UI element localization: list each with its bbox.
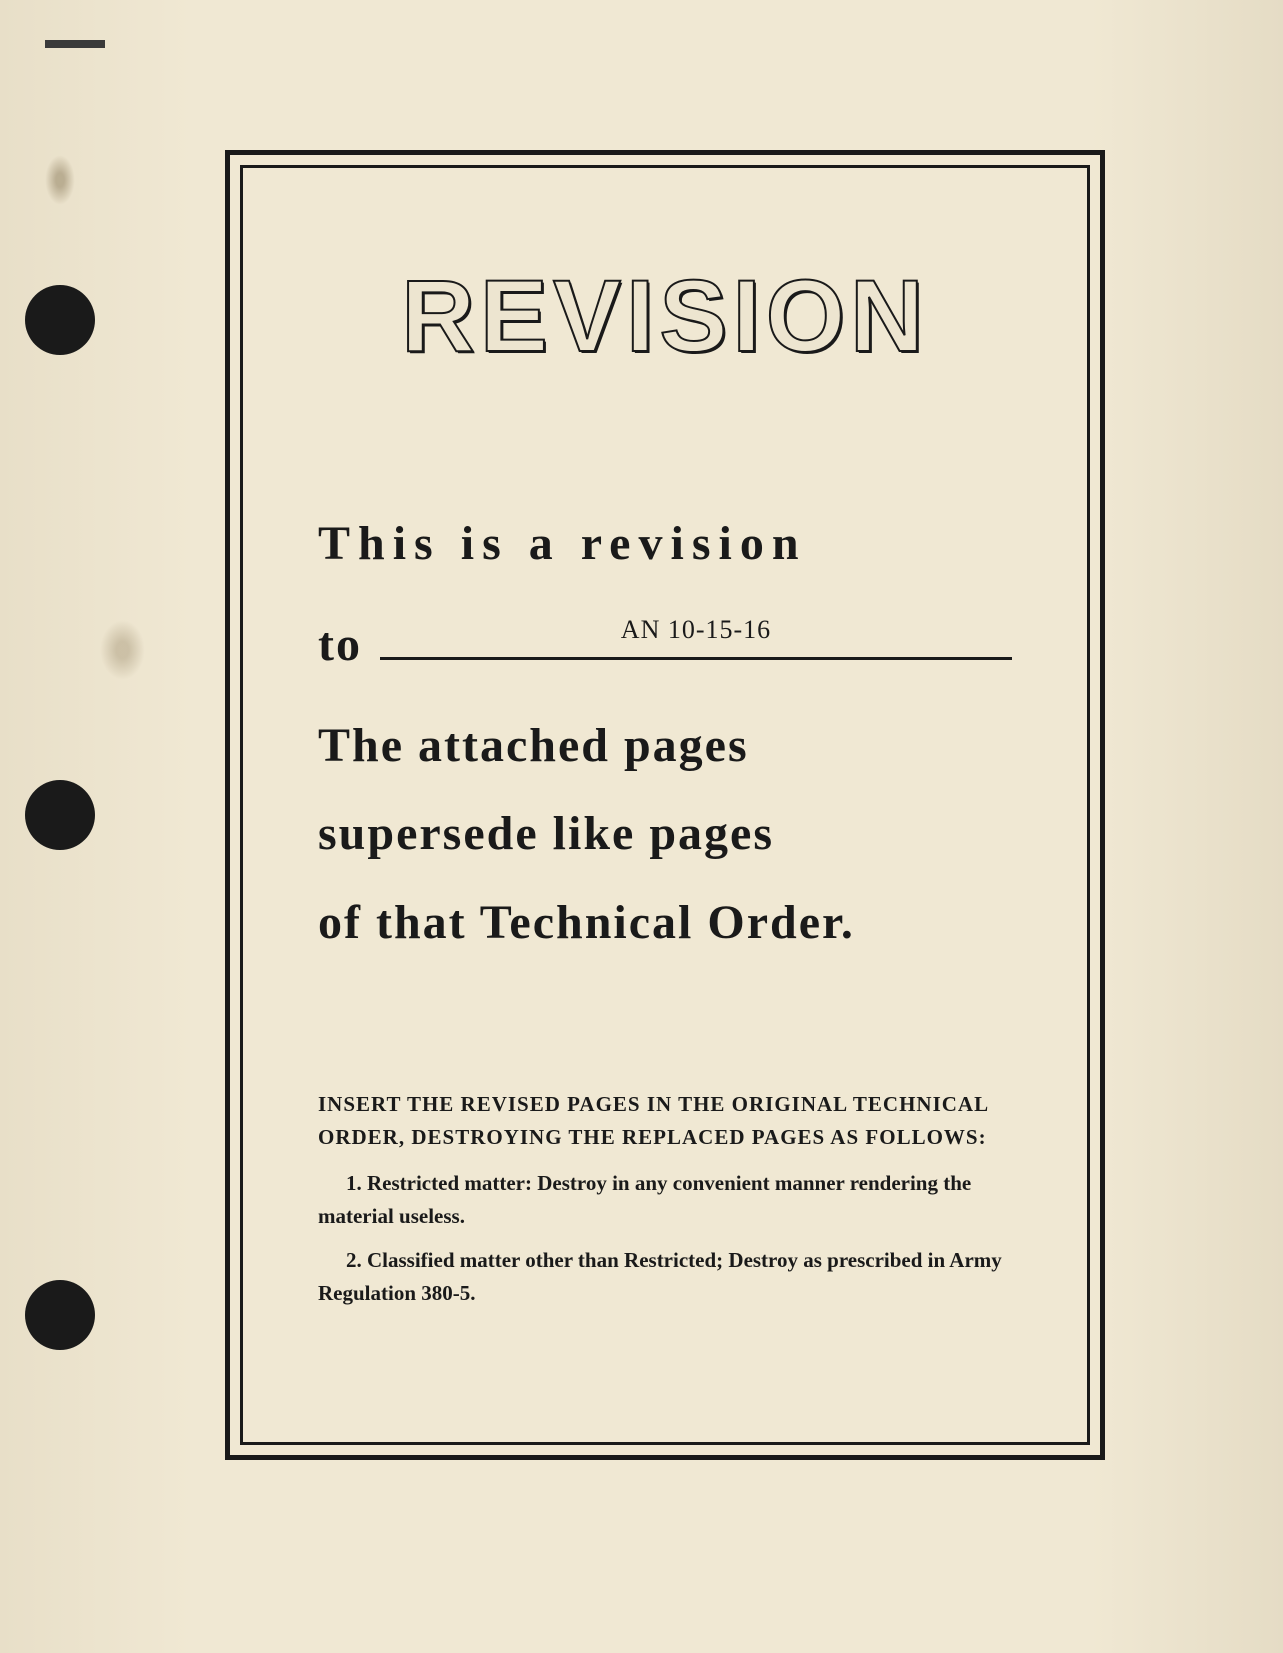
instruction-item-2: 2. Classified matter other than Restrict…: [318, 1244, 1012, 1309]
document-number-field: AN 10-15-16: [380, 615, 1012, 660]
document-number: AN 10-15-16: [621, 606, 771, 654]
instruction-item-1: 1. Restricted matter: Destroy in any con…: [318, 1167, 1012, 1232]
revision-line-1: This is a revision: [318, 500, 1012, 589]
paper-stain: [100, 620, 145, 680]
main-body-text: This is a revision to AN 10-15-16 The at…: [318, 500, 1012, 968]
document-title: REVISION: [318, 258, 1012, 375]
paper-stain: [45, 155, 75, 205]
outer-border-frame: REVISION This is a revision to AN 10-15-…: [225, 150, 1105, 1460]
instructions-header: INSERT THE REVISED PAGES IN THE ORIGINAL…: [318, 1088, 1012, 1153]
inner-border-frame: REVISION This is a revision to AN 10-15-…: [240, 165, 1090, 1445]
instructions-block: INSERT THE REVISED PAGES IN THE ORIGINAL…: [318, 1088, 1012, 1309]
to-line: to AN 10-15-16: [318, 601, 1012, 690]
revision-line-5: of that Technical Order.: [318, 879, 1012, 968]
top-edge-mark: [45, 40, 105, 48]
to-label: to: [318, 601, 362, 690]
document-page: REVISION This is a revision to AN 10-15-…: [0, 0, 1283, 1653]
punch-hole: [25, 780, 95, 850]
revision-line-3: The attached pages: [318, 702, 1012, 791]
revision-line-4: supersede like pages: [318, 790, 1012, 879]
punch-hole: [25, 1280, 95, 1350]
punch-hole: [25, 285, 95, 355]
